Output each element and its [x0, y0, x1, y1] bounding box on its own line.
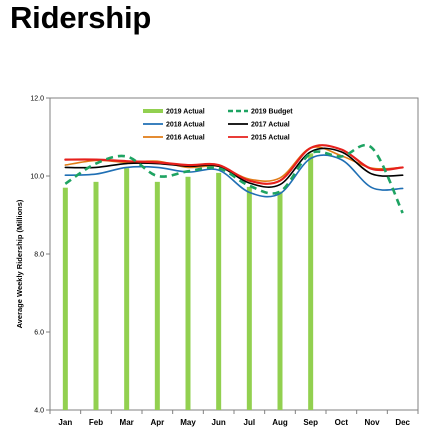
plot-area-frame: [49, 97, 419, 411]
bar-2019-actual: [277, 191, 283, 410]
x-tick-label: Mar: [120, 418, 134, 427]
bar-2019-actual: [93, 181, 99, 410]
bar-2019-actual: [216, 172, 222, 410]
bar-2019-actual: [154, 181, 160, 410]
legend-label-2019-budget: 2019 Budget: [251, 109, 293, 116]
y-tick-label: 12.0: [30, 96, 44, 103]
line-2018-actual: [64, 154, 404, 198]
x-tick-label: Apr: [150, 418, 164, 427]
x-tick-label: Dec: [395, 418, 410, 427]
legend-label-2015-actual: 2015 Actual: [251, 135, 290, 142]
bar-2019-actual: [308, 153, 314, 410]
page-title: Ridership: [10, 0, 152, 35]
bar-2019-actual: [185, 176, 191, 410]
legend-label-2019-actual: 2019 Actual: [166, 109, 205, 116]
legend-label-2018-actual: 2018 Actual: [166, 122, 205, 129]
legend-label-2017-actual: 2017 Actual: [251, 122, 290, 129]
y-axis-label: Average Weekly Ridership (Millions): [15, 199, 24, 328]
y-tick-label: 8.0: [34, 252, 44, 259]
y-tick-label: 4.0: [34, 408, 44, 415]
bar-2019-actual: [124, 168, 130, 410]
bar-2019-actual: [62, 187, 68, 410]
legend-label-2016-actual: 2016 Actual: [166, 135, 205, 142]
x-tick-label: Sep: [303, 418, 318, 427]
x-tick-label: Jun: [212, 418, 226, 427]
line-2019-budget: [64, 143, 404, 214]
x-tick-label: Jul: [244, 418, 256, 427]
x-tick-label: Oct: [335, 418, 349, 427]
x-tick-label: Nov: [364, 418, 380, 427]
x-tick-label: Jan: [58, 418, 72, 427]
x-tick-label: Aug: [272, 418, 288, 427]
y-tick-label: 6.0: [34, 330, 44, 337]
x-tick-label: Feb: [89, 418, 103, 427]
x-tick-label: May: [180, 418, 196, 427]
line-2015-actual: [64, 144, 404, 185]
bar-2019-actual: [246, 186, 252, 410]
line-2017-actual: [64, 147, 404, 188]
y-tick-label: 10.0: [30, 174, 44, 181]
legend-swatch-2019-actual: [143, 109, 163, 113]
